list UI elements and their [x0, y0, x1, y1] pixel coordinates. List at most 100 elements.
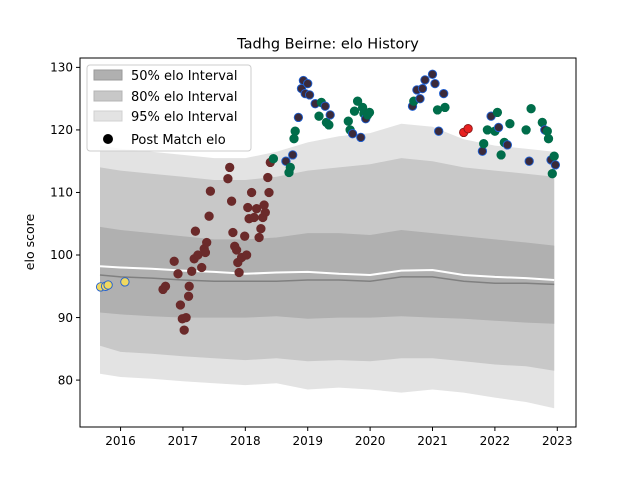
- data-point-mid: [234, 267, 244, 278]
- data-point-late: [477, 146, 488, 156]
- y-tick-label: 90: [58, 311, 73, 325]
- data-point-late: [482, 125, 493, 135]
- data-point-late: [427, 69, 438, 79]
- data-point-late: [439, 88, 449, 99]
- interval-bands: [100, 123, 555, 409]
- x-tick-label: 2018: [230, 434, 261, 448]
- data-point-mid: [179, 325, 189, 335]
- y-axis-ticks: 80 90 100 110 120 130: [50, 61, 80, 387]
- data-point-mid: [263, 172, 273, 183]
- mean-line: [99, 265, 555, 281]
- data-point-late: [417, 83, 428, 94]
- data-point-mid: [243, 202, 253, 213]
- legend-entry-50: 50% elo Interval: [131, 69, 238, 84]
- data-point-mid: [240, 231, 250, 241]
- data-point-late: [542, 126, 552, 136]
- data-point-mid: [254, 232, 264, 243]
- legend-swatch-95: [93, 110, 123, 122]
- chart-title: Tadhg Beirne: elo History: [236, 37, 419, 53]
- data-point-late: [343, 116, 353, 126]
- x-tick-label: 2019: [292, 434, 323, 448]
- y-tick-label: 110: [50, 186, 73, 200]
- data-point-late: [281, 156, 291, 166]
- data-point-late: [505, 119, 515, 129]
- median-line: [99, 274, 555, 286]
- data-point-late: [492, 107, 503, 118]
- data-point-late: [293, 112, 304, 123]
- data-point-late: [320, 101, 330, 111]
- data-point-late: [285, 162, 295, 173]
- data-point-late: [415, 94, 425, 104]
- data-point-mid: [205, 186, 216, 196]
- y-tick-label: 120: [50, 123, 73, 137]
- y-axis-label: elo score: [22, 214, 37, 271]
- x-tick-label: 2017: [168, 434, 199, 448]
- legend-swatch-80: [93, 90, 123, 102]
- y-tick-label: 80: [58, 373, 73, 387]
- data-point-mid: [256, 224, 266, 234]
- data-point-late: [420, 75, 430, 85]
- legend-swatch-50: [93, 69, 123, 81]
- data-point-mid: [197, 262, 207, 273]
- data-point-late: [349, 106, 360, 116]
- data-point-late: [430, 78, 440, 89]
- data-point-late: [502, 140, 513, 150]
- data-point-mid: [181, 312, 191, 323]
- data-point-mid: [175, 300, 186, 310]
- data-point-mid: [200, 247, 211, 258]
- y-tick-label: 130: [50, 61, 73, 75]
- x-axis-ticks: 2016 2017 2018 2019 2020 2021 2022 2023: [105, 427, 573, 448]
- y-tick-label: 100: [50, 248, 73, 262]
- x-tick-label: 2021: [417, 434, 448, 448]
- data-point-mid: [187, 266, 197, 276]
- plot-frame: [79, 57, 577, 428]
- data-point-mid: [228, 227, 238, 238]
- data-point-late: [290, 126, 300, 136]
- data-point-late: [526, 104, 536, 114]
- data-point-late: [304, 90, 315, 100]
- legend-box: [86, 64, 252, 152]
- band-50: [100, 226, 555, 324]
- center-lines: [99, 265, 555, 286]
- data-point-mid: [226, 196, 237, 206]
- x-tick-label: 2023: [542, 434, 573, 448]
- data-point-late: [524, 156, 534, 166]
- data-point-late: [543, 134, 554, 144]
- data-point-late: [493, 122, 504, 133]
- data-point-mid: [251, 204, 262, 214]
- data-point-late: [288, 150, 298, 160]
- data-point-red: [463, 124, 473, 134]
- data-point-mid: [231, 245, 242, 255]
- data-point-early: [103, 280, 113, 290]
- legend-entry-80: 80% elo Interval: [131, 90, 238, 105]
- data-point-late: [356, 132, 366, 143]
- data-point-late: [314, 111, 324, 121]
- data-point-late: [325, 110, 335, 120]
- data-point-mid: [204, 211, 214, 221]
- x-tick-label: 2020: [355, 434, 386, 448]
- data-point-mid: [173, 269, 183, 279]
- data-point-mid: [249, 212, 259, 223]
- data-point-mid: [190, 226, 201, 236]
- data-point-mid: [246, 187, 257, 198]
- data-point-mid: [260, 207, 270, 218]
- data-point-late: [496, 150, 506, 160]
- data-point-late: [521, 125, 531, 135]
- data-point-late: [440, 102, 450, 113]
- legend-entry-post-match: Post Match elo: [131, 133, 226, 148]
- data-point-late: [364, 107, 375, 118]
- data-point-late: [289, 134, 299, 144]
- data-point-late: [303, 78, 313, 89]
- data-point-mid: [184, 281, 194, 291]
- data-point-late: [434, 126, 444, 136]
- legend-marker-post-match: [103, 134, 113, 144]
- data-point-mid: [241, 250, 252, 260]
- data-point-late: [324, 120, 334, 130]
- x-tick-label: 2016: [105, 434, 136, 448]
- data-point-early: [120, 277, 130, 287]
- legend: 50% elo Interval 80% elo Interval 95% el…: [86, 64, 252, 152]
- data-point-late: [347, 129, 358, 139]
- data-point-mid: [264, 187, 274, 198]
- data-point-mid: [259, 200, 269, 210]
